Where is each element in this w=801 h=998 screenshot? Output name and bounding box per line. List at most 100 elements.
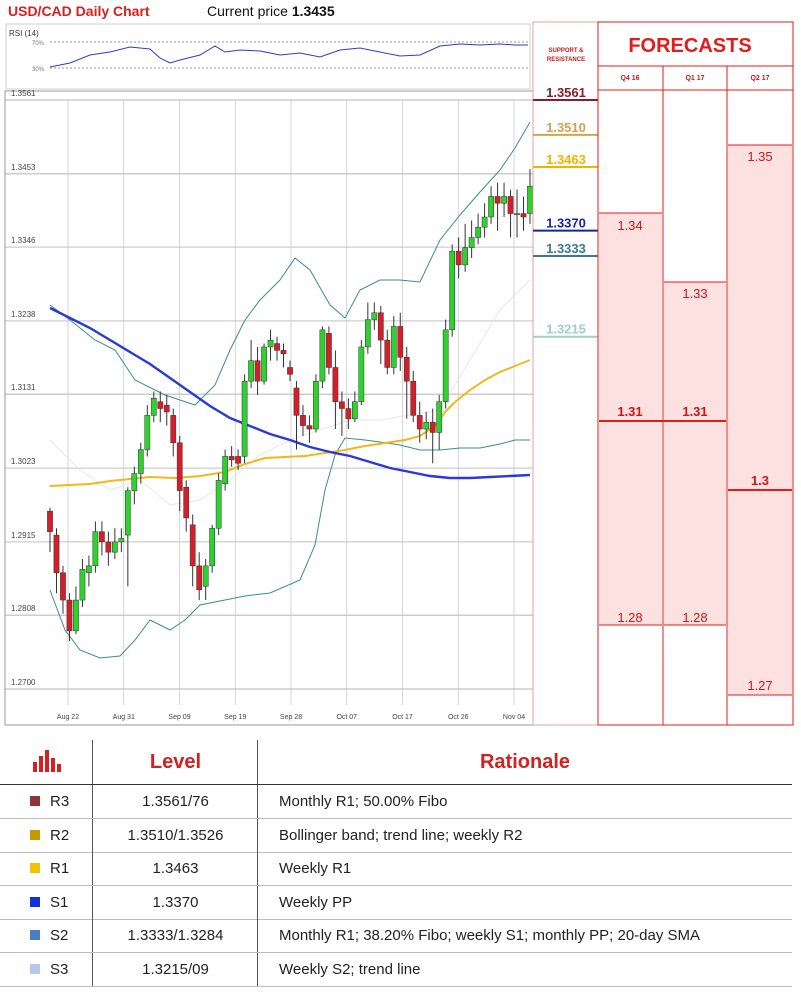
- level-rationale: Bollinger band; trend line; weekly R2: [257, 818, 792, 852]
- candle-down: [274, 343, 280, 351]
- header-level: Level: [92, 740, 258, 784]
- candle-up: [364, 319, 371, 348]
- candle-down: [332, 367, 339, 402]
- candle-down: [410, 380, 417, 416]
- candle-up: [202, 565, 209, 587]
- candle-down: [66, 599, 73, 632]
- candle-up: [371, 312, 378, 320]
- level-swatch: [30, 829, 40, 840]
- x-tick-label: Sep 19: [224, 714, 246, 721]
- level-tag: R2: [50, 826, 70, 844]
- level-tag-cell: R3: [0, 785, 92, 818]
- level-value: 1.3561/76: [92, 785, 258, 818]
- candle-up: [423, 421, 430, 430]
- chart-svg: RSI (14) 70% 30% 1.3561 1.3453 1.3346 1.323…: [4, 21, 794, 726]
- candle-up: [442, 329, 449, 402]
- q4-16-low: 1.28: [617, 610, 642, 625]
- rsi-line: [49, 43, 528, 68]
- level-tag-cell: R1: [0, 852, 92, 885]
- level-rationale: Monthly R1; 38.20% Fibo; weekly S1; mont…: [257, 919, 792, 952]
- candle-up: [248, 360, 254, 382]
- level-value: 1.3463: [92, 852, 258, 885]
- candle-down: [280, 350, 287, 355]
- candle-down: [494, 196, 501, 204]
- level-tag: R1: [50, 860, 70, 877]
- level-rationale: Weekly PP: [257, 885, 792, 919]
- candle-up: [390, 326, 397, 368]
- level-tag-cell: R2: [0, 819, 92, 852]
- candle-up: [137, 449, 144, 474]
- x-tick-labels: Aug 22 Aug 31 Sep 09 Sep 19 Sep 28 Oct 07 Oct …: [57, 714, 525, 721]
- table-row: R2 1.3510/1.3526 Bollinger band; trend lin…: [0, 818, 792, 853]
- candle-up: [475, 226, 481, 238]
- x-tick-label: Oct 26: [448, 714, 469, 721]
- candle-up: [468, 237, 475, 249]
- level-tag: S2: [50, 927, 69, 944]
- current-price-value: 1.3435: [291, 3, 335, 19]
- candle-up: [514, 213, 520, 216]
- bollinger-lower: [49, 437, 530, 659]
- rsi-label: RSI (14): [9, 29, 39, 38]
- candle-up: [501, 196, 507, 204]
- table-row: S2 1.3333/1.3284 Monthly R1; 38.20% Fibo; …: [0, 919, 792, 953]
- chart-frame: [4, 90, 534, 726]
- chart-title: USD/CAD Daily Chart: [8, 3, 150, 19]
- candle-down: [520, 213, 527, 218]
- candle-down: [170, 415, 177, 443]
- candle-up: [209, 527, 216, 567]
- candle-up: [261, 346, 267, 382]
- level-rationale: Weekly S2; trend line: [257, 952, 792, 986]
- levels-table: Level Rationale R3 1.3561/76 Monthly R1; 5…: [0, 740, 801, 998]
- q4-16-band: [599, 213, 662, 625]
- title-bar: USD/CAD Daily Chart Current price 1.3435: [0, 0, 533, 22]
- x-tick-label: Aug 31: [113, 714, 135, 721]
- sr-header-line1: SUPPORT &: [548, 48, 584, 54]
- x-tick-label: Aug 22: [57, 714, 79, 721]
- col-q1-17: Q1 17: [685, 75, 704, 82]
- grid: [5, 99, 533, 705]
- candle-down: [47, 510, 53, 532]
- y-tick-label: 1.3561: [11, 89, 36, 98]
- col-q2-17: Q2 17: [750, 75, 769, 82]
- table-row: R1 1.3463 Weekly R1: [0, 852, 792, 886]
- y-tick-label: 1.3131: [11, 383, 36, 392]
- candle-down: [326, 333, 332, 368]
- candle-up: [488, 196, 494, 218]
- candle-down: [60, 572, 66, 601]
- candle-up: [267, 339, 274, 348]
- sr-label-s3: 1.3215: [546, 322, 586, 337]
- candle-down: [189, 524, 196, 567]
- candle-down: [196, 565, 203, 591]
- q4-16-mid: 1.31: [617, 404, 642, 419]
- level-rationale: Monthly R1; 50.00% Fibo: [257, 785, 792, 818]
- level-swatch: [30, 896, 40, 907]
- candle-down: [339, 401, 345, 409]
- candle-up: [124, 490, 131, 536]
- level-tag-cell: S3: [0, 953, 92, 986]
- sma-200: [49, 306, 531, 480]
- candle-up: [358, 346, 365, 402]
- rsi-70-label: 70%: [32, 41, 45, 47]
- candle-down: [306, 425, 313, 430]
- x-tick-label: Oct 07: [336, 714, 357, 721]
- y-tick-label: 1.2808: [11, 604, 36, 613]
- candle-down: [53, 534, 60, 573]
- candle-down: [377, 312, 384, 341]
- candle-down: [293, 387, 300, 416]
- sr-label-s1: 1.3370: [546, 216, 586, 231]
- candle-down: [345, 408, 352, 420]
- y-tick-label: 1.3023: [11, 457, 36, 466]
- x-tick-label: Sep 28: [280, 714, 302, 721]
- candle-up: [92, 531, 99, 567]
- q2-17-band: [728, 145, 792, 695]
- q2-17-mid: 1.3: [751, 473, 769, 488]
- level-tag-cell: S1: [0, 886, 92, 919]
- forecast-panel: FORECASTS Q4 16 Q1 17 Q2 17 1.34 1.31 1.…: [597, 21, 794, 726]
- candle-down: [384, 339, 391, 368]
- candle-up: [112, 541, 118, 553]
- candle-down: [99, 531, 105, 543]
- sr-label-s2: 1.3333: [546, 241, 586, 256]
- q2-17-low: 1.27: [747, 678, 772, 693]
- level-swatch: [30, 863, 40, 873]
- candle-up: [449, 250, 456, 331]
